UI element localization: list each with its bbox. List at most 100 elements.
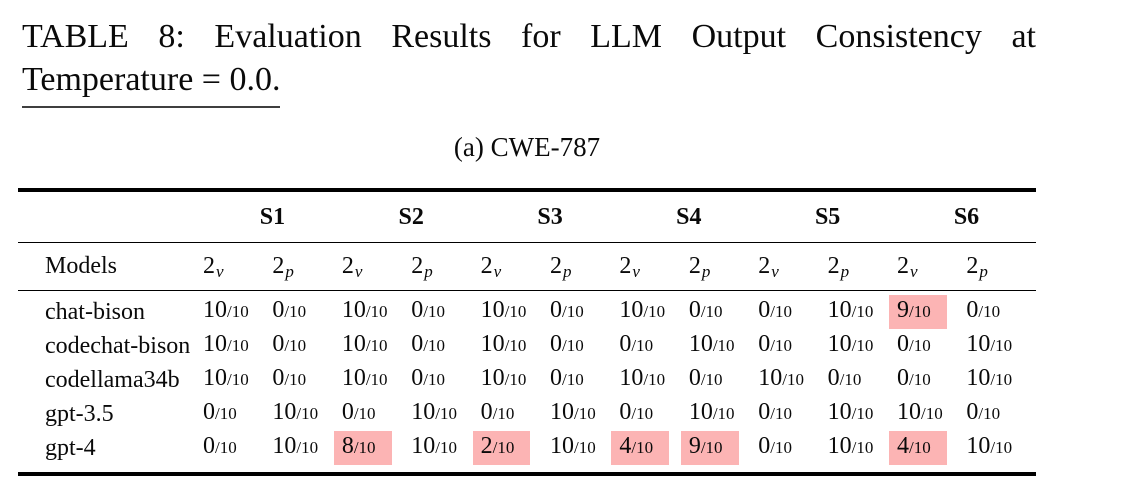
subcol-subscript: v [910,262,918,281]
score-cell: 10/10 [272,397,341,431]
model-name: gpt-3.5 [45,400,114,427]
subcol-subscript: v [632,262,640,281]
score-denominator: /10 [296,438,319,457]
score-denominator: /10 [782,370,804,389]
score-denominator: /10 [435,404,457,423]
group-header-s4: S4 [619,190,759,243]
subcol-base: 2 [897,253,910,279]
table-row-codellama34b: codellama34b 10/10 0/10 10/10 0/10 10/10 0/10 1… [18,363,1036,397]
score-numerator: 8 [341,433,354,459]
subcol-base: 2 [619,253,632,279]
results-table: S1 S2 S3 S4 S5 S6 Models 2v 2p 2v 2p 2v 2p 2v 2p 2v 2p… [18,188,1036,476]
col-header-s6-2v: 2v [897,242,967,291]
score-numerator: 0 [688,365,701,391]
table-row-gpt-3.5: gpt-3.5 0/10 10/10 0/10 10/10 0/10 10/10 0/10 10… [18,397,1036,431]
subcol-base: 2 [272,253,285,279]
score-numerator: 10 [897,399,922,425]
score-value: 0/10 [750,431,808,465]
score-value: 10/10 [195,295,265,329]
score-cell: 10/10 [481,363,550,397]
score-numerator: 0 [203,433,216,459]
score-denominator: /10 [227,370,249,389]
score-value-highlighted: 9/10 [889,295,947,329]
score-denominator: /10 [492,404,515,423]
score-cell: 10/10 [828,329,897,363]
group-header-s5: S5 [758,190,898,243]
score-numerator: 0 [272,365,285,391]
score-denominator: /10 [839,370,862,389]
col-header-s3-2p: 2p [550,242,620,291]
table-row-codechat-bison: codechat-bison 10/10 0/10 10/10 0/10 10/10 0/1… [18,329,1036,363]
score-numerator: 10 [966,365,991,391]
score-cell: 10/10 [966,329,1036,363]
score-cell: 10/10 [828,397,897,431]
score-cell: 10/10 [411,397,480,431]
score-denominator: /10 [990,336,1013,355]
score-denominator: /10 [978,302,1001,321]
score-denominator: /10 [353,438,376,457]
score-value-highlighted: 2/10 [472,431,531,465]
score-numerator: 10 [480,297,505,323]
score-denominator: /10 [227,336,249,355]
score-denominator: /10 [851,438,874,457]
score-numerator: 10 [203,297,228,323]
score-value: 10/10 [264,397,334,431]
score-numerator: 10 [966,433,991,459]
score-cell: 0/10 [689,363,758,397]
score-value: 0/10 [403,295,461,329]
score-numerator: 0 [758,297,771,323]
score-cell: 0/10 [619,329,688,363]
score-value: 0/10 [750,295,808,329]
score-cell: 10/10 [966,431,1036,474]
model-name: codechat-bison [45,332,191,359]
score-cell: 9/10 [889,291,966,329]
subcol-subscript: v [493,262,502,281]
score-cell: 0/10 [828,363,897,397]
score-value: 10/10 [403,397,473,431]
score-denominator: /10 [909,438,931,457]
score-cell: 0/10 [411,329,480,363]
score-cell: 0/10 [203,431,272,474]
subcol-subscript: v [354,262,363,281]
score-denominator: /10 [215,404,237,423]
corner-cell [18,190,204,243]
score-numerator: 0 [966,297,979,323]
score-cell: 10/10 [203,363,272,397]
col-header-s5-2p: 2p [827,242,898,291]
score-value: 10/10 [473,363,543,397]
score-cell: 4/10 [889,431,966,474]
score-value: 0/10 [473,397,531,431]
subcol-subscript: p [979,262,988,281]
score-value: 0/10 [403,329,461,363]
score-value: 0/10 [611,329,669,363]
score-value: 0/10 [264,363,322,397]
score-denominator: /10 [562,336,584,355]
score-numerator: 0 [203,399,216,425]
score-denominator: /10 [631,404,654,423]
score-denominator: /10 [365,336,388,355]
score-cell: 8/10 [333,431,411,474]
score-denominator: /10 [284,370,307,389]
score-value: 10/10 [958,329,1028,363]
results-table-body: chat-bison 10/10 0/10 10/10 0/10 10/10 0/10 10/… [18,291,1036,475]
score-denominator: /10 [770,438,792,457]
score-value: 0/10 [542,329,600,363]
subcol-base: 2 [203,253,216,279]
score-value: 10/10 [820,295,890,329]
score-numerator: 2 [480,433,493,459]
score-denominator: /10 [435,438,457,457]
score-cell: 0/10 [550,329,619,363]
subcol-base: 2 [827,253,840,279]
score-denominator: /10 [909,336,931,355]
score-value: 10/10 [611,295,681,329]
score-denominator: /10 [492,438,515,457]
score-cell: 10/10 [203,291,272,330]
score-numerator: 4 [619,433,632,459]
model-name: gpt-4 [45,434,96,461]
model-name: chat-bison [45,298,145,325]
score-numerator: 10 [688,331,713,357]
subtable-caption: (a) CWE-787 [453,132,601,162]
score-cell: 0/10 [550,363,619,397]
score-numerator: 0 [758,331,771,357]
group-header-s3: S3 [480,190,620,243]
